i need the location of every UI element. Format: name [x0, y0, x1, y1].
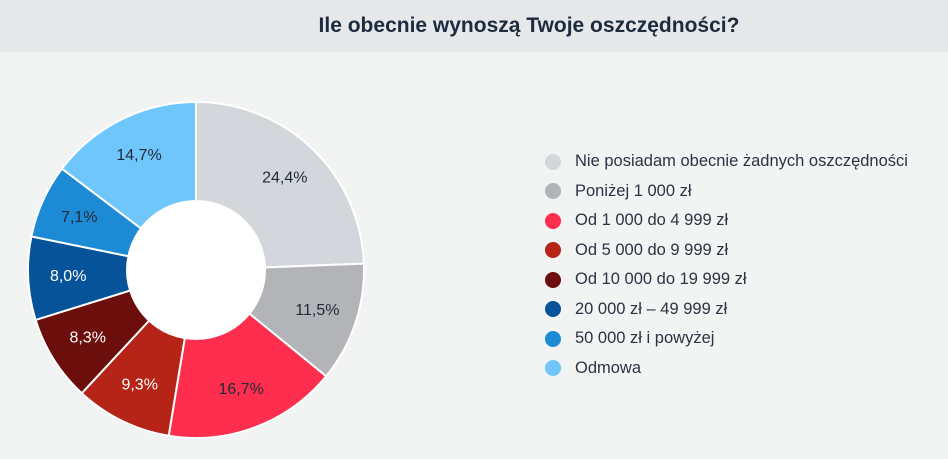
slice-label-1: 24,4% [262, 169, 307, 186]
donut-hole [126, 200, 266, 340]
legend-swatch [545, 212, 561, 229]
legend-label: Nie posiadam obecnie żadnych oszczędnośc… [575, 152, 908, 171]
slice-label-4: 9,3% [121, 376, 157, 393]
legend-label: 50 000 zł i powyżej [575, 329, 715, 348]
legend-swatch [545, 271, 561, 288]
legend-label: Odmowa [575, 358, 642, 377]
legend-item-8: Odmowa [545, 354, 908, 384]
legend-label: Od 1 000 do 4 999 zł [575, 211, 729, 230]
chart-legend: Nie posiadam obecnie żadnych oszczędnośc… [545, 147, 908, 383]
slice-label-8: 14,7% [116, 147, 161, 164]
legend-swatch [545, 330, 561, 347]
slice-label-6: 8,0% [50, 268, 86, 285]
chart-title: Ile obecnie wynoszą Twoje oszczędności? [318, 14, 740, 37]
legend-item-7: 50 000 zł i powyżej [545, 324, 908, 354]
legend-label: Od 5 000 do 9 999 zł [575, 240, 729, 259]
legend-item-5: Od 10 000 do 19 999 zł [545, 265, 908, 295]
legend-label: Od 10 000 do 19 999 zł [575, 270, 747, 289]
legend-item-2: Poniżej 1 000 zł [545, 177, 908, 207]
slice-label-7: 7,1% [61, 209, 97, 226]
chart-header: Ile obecnie wynoszą Twoje oszczędności? [0, 0, 948, 52]
slice-label-5: 8,3% [69, 330, 105, 347]
legend-swatch [545, 153, 561, 170]
slice-label-3: 16,7% [219, 381, 264, 398]
slice-label-2: 11,5% [295, 302, 339, 319]
legend-swatch [545, 242, 561, 259]
legend-item-1: Nie posiadam obecnie żadnych oszczędnośc… [545, 147, 908, 177]
legend-item-4: Od 5 000 do 9 999 zł [545, 236, 908, 266]
legend-item-6: 20 000 zł – 49 999 zł [545, 295, 908, 325]
legend-swatch [545, 360, 561, 377]
donut-chart: 24,4% 11,5% 16,7% 9,3% 8,3% 8,0% 7,1% 14,7% [27, 100, 365, 439]
legend-item-3: Od 1 000 do 4 999 zł [545, 206, 908, 236]
legend-swatch [545, 301, 561, 318]
legend-label: 20 000 zł – 49 999 zł [575, 299, 728, 318]
legend-swatch [545, 183, 561, 200]
legend-label: Poniżej 1 000 zł [575, 181, 692, 200]
